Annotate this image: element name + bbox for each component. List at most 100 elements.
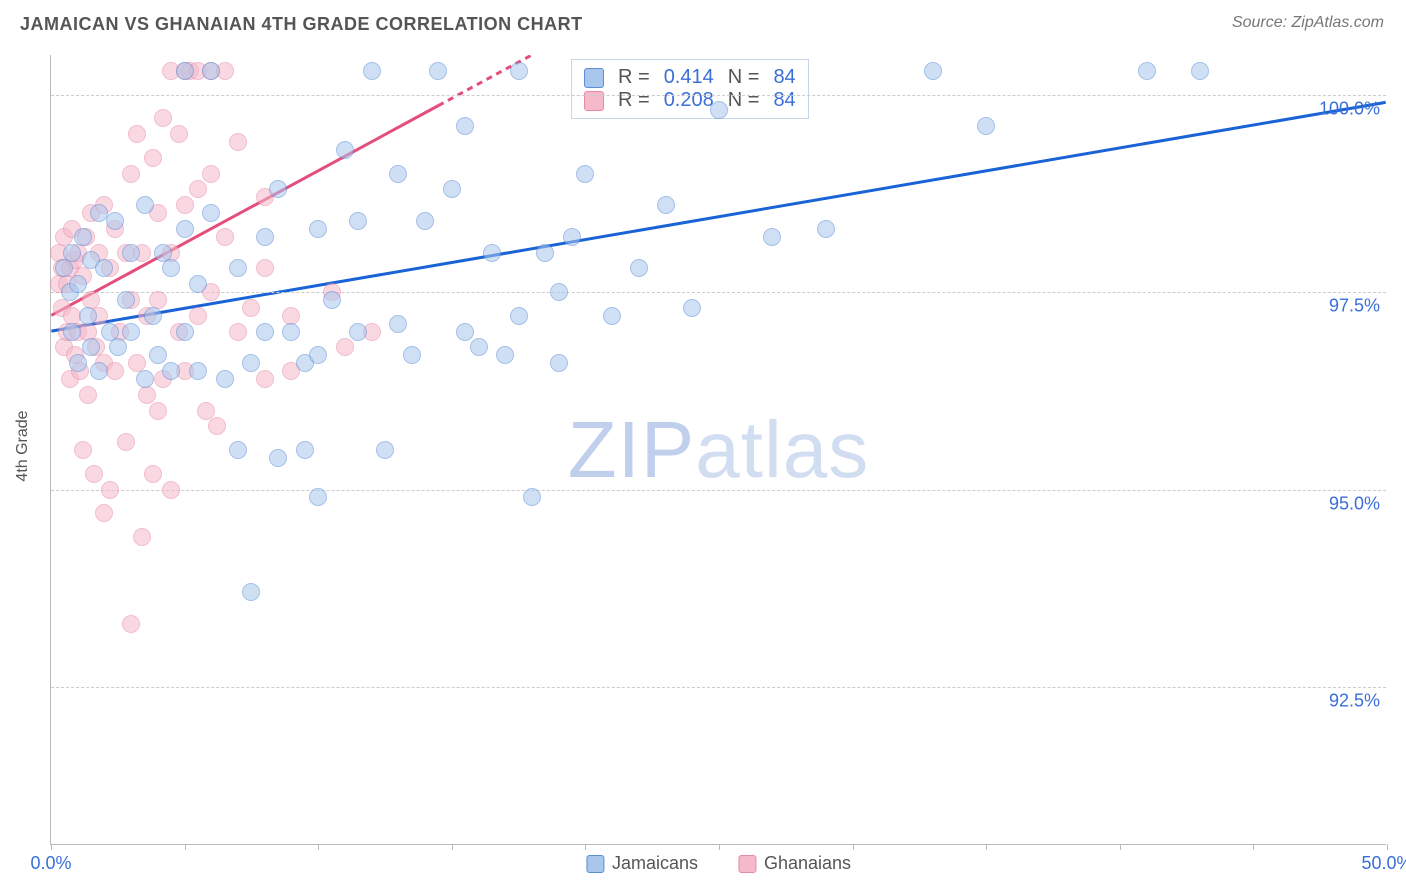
data-point — [523, 488, 541, 506]
data-point — [144, 149, 162, 167]
data-point — [657, 196, 675, 214]
data-point — [456, 117, 474, 135]
data-point — [69, 354, 87, 372]
x-tick — [452, 844, 453, 850]
data-point — [74, 441, 92, 459]
x-tick — [719, 844, 720, 850]
data-point — [106, 212, 124, 230]
data-point — [510, 307, 528, 325]
legend-series-item: Jamaicans — [586, 853, 698, 874]
data-point — [336, 141, 354, 159]
data-point — [763, 228, 781, 246]
x-tick — [1253, 844, 1254, 850]
data-point — [154, 109, 172, 127]
x-tick — [585, 844, 586, 850]
watermark: ZIPatlas — [568, 404, 869, 496]
legend-series-item: Ghanaians — [738, 853, 851, 874]
data-point — [79, 386, 97, 404]
legend-n-label: N = — [728, 66, 760, 89]
data-point — [189, 180, 207, 198]
data-point — [149, 346, 167, 364]
source-label: Source: ZipAtlas.com — [1232, 14, 1384, 32]
data-point — [443, 180, 461, 198]
data-point — [144, 307, 162, 325]
legend-r-value: 0.414 — [664, 66, 714, 89]
data-point — [536, 244, 554, 262]
data-point — [349, 323, 367, 341]
plot-area: ZIPatlas R =0.414N =84R =0.208N =84 Jama… — [50, 55, 1386, 845]
data-point — [282, 323, 300, 341]
data-point — [162, 481, 180, 499]
data-point — [510, 62, 528, 80]
data-point — [817, 220, 835, 238]
chart-title: JAMAICAN VS GHANAIAN 4TH GRADE CORRELATI… — [20, 14, 583, 35]
data-point — [101, 481, 119, 499]
y-tick-label: 97.5% — [1329, 296, 1380, 317]
data-point — [242, 354, 260, 372]
gridline-h — [51, 292, 1386, 293]
data-point — [229, 133, 247, 151]
data-point — [63, 323, 81, 341]
data-point — [122, 244, 140, 262]
legend-stats-row: R =0.414N =84 — [584, 66, 796, 89]
data-point — [189, 362, 207, 380]
x-tick — [1120, 844, 1121, 850]
data-point — [389, 165, 407, 183]
data-point — [349, 212, 367, 230]
data-point — [977, 117, 995, 135]
data-point — [197, 402, 215, 420]
data-point — [170, 125, 188, 143]
gridline-h — [51, 490, 1386, 491]
data-point — [176, 196, 194, 214]
data-point — [256, 228, 274, 246]
data-point — [122, 615, 140, 633]
data-point — [269, 449, 287, 467]
data-point — [189, 275, 207, 293]
data-point — [136, 196, 154, 214]
data-point — [74, 228, 92, 246]
data-point — [242, 583, 260, 601]
legend-r-label: R = — [618, 66, 650, 89]
data-point — [90, 362, 108, 380]
data-point — [483, 244, 501, 262]
data-point — [429, 62, 447, 80]
data-point — [63, 244, 81, 262]
legend-swatch-icon — [584, 91, 604, 111]
data-point — [202, 62, 220, 80]
x-tick-label: 50.0% — [1361, 853, 1406, 874]
data-point — [229, 323, 247, 341]
data-point — [309, 220, 327, 238]
data-point — [336, 338, 354, 356]
data-point — [202, 165, 220, 183]
data-point — [376, 441, 394, 459]
data-point — [389, 315, 407, 333]
data-point — [416, 212, 434, 230]
data-point — [256, 323, 274, 341]
data-point — [122, 165, 140, 183]
data-point — [109, 338, 127, 356]
legend-n-label: N = — [728, 89, 760, 112]
x-tick — [318, 844, 319, 850]
legend-series-label: Jamaicans — [612, 853, 698, 873]
data-point — [924, 62, 942, 80]
x-tick — [51, 844, 52, 850]
x-tick — [986, 844, 987, 850]
data-point — [269, 180, 287, 198]
legend-stats-row: R =0.208N =84 — [584, 89, 796, 112]
gridline-h — [51, 687, 1386, 688]
data-point — [133, 528, 151, 546]
data-point — [82, 338, 100, 356]
data-point — [323, 291, 341, 309]
trend-lines — [51, 55, 1386, 844]
data-point — [309, 346, 327, 364]
data-point — [95, 504, 113, 522]
data-point — [117, 433, 135, 451]
x-tick — [853, 844, 854, 850]
data-point — [176, 220, 194, 238]
data-point — [176, 323, 194, 341]
data-point — [216, 370, 234, 388]
data-point — [403, 346, 421, 364]
data-point — [550, 354, 568, 372]
watermark-atlas: atlas — [695, 405, 869, 494]
legend-swatch-icon — [584, 68, 604, 88]
